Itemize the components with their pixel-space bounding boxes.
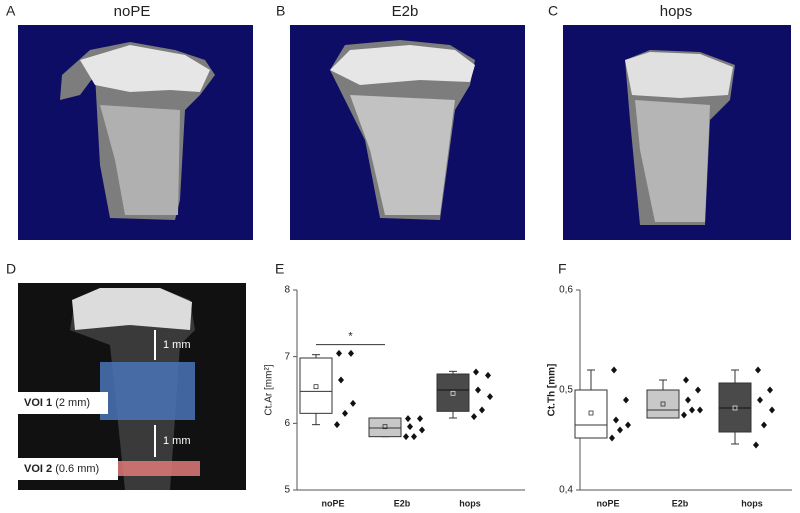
data-point: [411, 433, 417, 441]
y-tick-label: 0,5: [559, 385, 573, 396]
data-point: [342, 409, 348, 417]
box: [299, 357, 333, 414]
data-point: [334, 421, 340, 429]
data-point: [611, 366, 617, 374]
mean: [450, 390, 456, 396]
mean: [313, 384, 319, 390]
data-point: [683, 376, 689, 384]
label: VOI 1 (2 mm): [24, 397, 90, 409]
y-tick-label: 5: [284, 485, 290, 496]
label-box: [18, 458, 118, 480]
panel-letter: D: [6, 261, 16, 277]
data-point: [336, 349, 342, 357]
voi-size: (0.6 mm): [55, 463, 99, 475]
y-tick-label: 0,4: [559, 485, 573, 496]
epiphysis: [72, 288, 192, 330]
voi-1: [100, 362, 195, 420]
panel-d: D 1 mm 1 mm VOI 1 (2 mm) VOI 2 (0.6 mm): [6, 261, 246, 490]
data-point: [755, 366, 761, 374]
data-point: [695, 386, 701, 394]
data-point: [417, 415, 423, 423]
growth-plate: [625, 52, 733, 98]
data-point: [623, 396, 629, 404]
voi-2: [118, 461, 200, 476]
data-point: [338, 376, 344, 384]
x-tick-label: hops: [459, 498, 481, 508]
data-point: [350, 399, 356, 407]
panel-title: noPE: [114, 3, 151, 20]
mean: [732, 405, 738, 411]
label: 1 mm: [163, 435, 191, 447]
y-axis-label: Ct.Th [mm]: [547, 364, 558, 417]
data-point: [419, 426, 425, 434]
y-tick-label: 7: [284, 351, 290, 362]
panel-letter: E: [275, 261, 284, 277]
x-tick-label: hops: [741, 498, 763, 508]
data-point: [761, 421, 767, 429]
data-point: [475, 386, 481, 394]
panel-a: A noPE: [6, 3, 253, 240]
box: [368, 417, 402, 438]
box: [574, 389, 608, 439]
significance-label: *: [348, 331, 353, 343]
voi-size: (2 mm): [55, 397, 90, 409]
data-point: [697, 406, 703, 414]
label-box: [18, 392, 108, 414]
trabecular: [635, 100, 710, 222]
voi-name: VOI 2: [24, 463, 52, 475]
label: 1 mm: [163, 339, 191, 351]
data-point: [685, 396, 691, 404]
growth-plate: [80, 45, 210, 92]
data-point: [757, 396, 763, 404]
panel-c: C hops: [548, 3, 791, 240]
data-point: [609, 434, 615, 442]
x-tick-label: noPE: [596, 498, 619, 508]
data-point: [617, 426, 623, 434]
panel-letter: F: [558, 261, 567, 277]
growth-plate: [330, 45, 475, 85]
data-point: [767, 386, 773, 394]
data-point: [473, 368, 479, 376]
data-point: [487, 393, 493, 401]
y-tick-label: 6: [284, 418, 290, 429]
panel-letter: C: [548, 3, 558, 19]
y-tick-label: 8: [284, 285, 290, 296]
chart: E 5 6 7 8 Ct.Ar [mm²] noPE E2b hops *: [264, 261, 525, 508]
panel-title: hops: [660, 3, 693, 20]
panel-title: E2b: [392, 3, 419, 20]
label: VOI 2 (0.6 mm): [24, 463, 99, 475]
chart: F 0,4 0,5 0,6 Ct.Th [mm] noPE E2b hops: [547, 261, 792, 508]
data-point: [689, 406, 695, 414]
trabecular: [350, 95, 455, 215]
trabecular: [100, 105, 180, 215]
box: [646, 389, 680, 419]
y-tick-label: 0,6: [559, 285, 573, 296]
data-point: [625, 421, 631, 429]
data-point: [479, 406, 485, 414]
data-point: [471, 413, 477, 421]
data-point: [348, 349, 354, 357]
data-point: [403, 433, 409, 441]
panel-letter: B: [276, 3, 285, 19]
data-point: [485, 371, 491, 379]
data-point: [769, 406, 775, 414]
voi-name: VOI 1: [24, 397, 52, 409]
mean: [588, 410, 594, 416]
panel-b: B E2b: [276, 3, 525, 240]
mean: [382, 424, 388, 430]
panel-letter: A: [6, 3, 16, 19]
x-tick-label: E2b: [394, 498, 411, 508]
data-point: [681, 411, 687, 419]
x-tick-label: noPE: [321, 498, 344, 508]
box: [436, 373, 470, 412]
data-point: [407, 423, 413, 431]
mean: [660, 401, 666, 407]
data-point: [753, 441, 759, 449]
data-point: [613, 416, 619, 424]
x-tick-label: E2b: [672, 498, 689, 508]
y-axis-label: Ct.Ar [mm²]: [264, 364, 275, 415]
data-point: [405, 415, 411, 423]
